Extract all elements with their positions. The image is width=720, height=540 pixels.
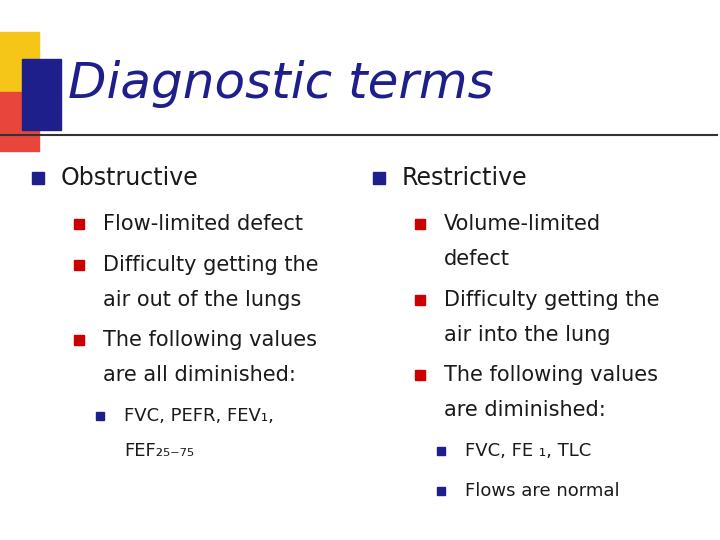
Text: defect: defect: [444, 249, 510, 269]
Text: Difficulty getting the: Difficulty getting the: [444, 289, 659, 310]
Text: Obstructive: Obstructive: [61, 166, 199, 190]
Text: are diminished:: are diminished:: [444, 400, 606, 421]
Text: The following values: The following values: [103, 330, 317, 350]
Text: are all diminished:: are all diminished:: [103, 365, 295, 386]
Text: The following values: The following values: [444, 365, 657, 386]
FancyBboxPatch shape: [0, 92, 40, 151]
Text: Flow-limited defect: Flow-limited defect: [103, 214, 302, 234]
FancyBboxPatch shape: [0, 32, 40, 97]
Text: Flows are normal: Flows are normal: [465, 482, 620, 501]
Text: air out of the lungs: air out of the lungs: [103, 289, 301, 310]
Text: air into the lung: air into the lung: [444, 325, 610, 345]
Text: Difficulty getting the: Difficulty getting the: [103, 254, 318, 275]
Text: Volume-limited: Volume-limited: [444, 214, 600, 234]
Text: Restrictive: Restrictive: [402, 166, 528, 190]
Text: FEF₂₅₋₇₅: FEF₂₅₋₇₅: [124, 442, 194, 460]
FancyBboxPatch shape: [22, 59, 61, 130]
Text: FVC, PEFR, FEV₁,: FVC, PEFR, FEV₁,: [124, 407, 274, 425]
Text: FVC, FE ₁, TLC: FVC, FE ₁, TLC: [465, 442, 591, 460]
Text: Diagnostic terms: Diagnostic terms: [68, 60, 494, 107]
